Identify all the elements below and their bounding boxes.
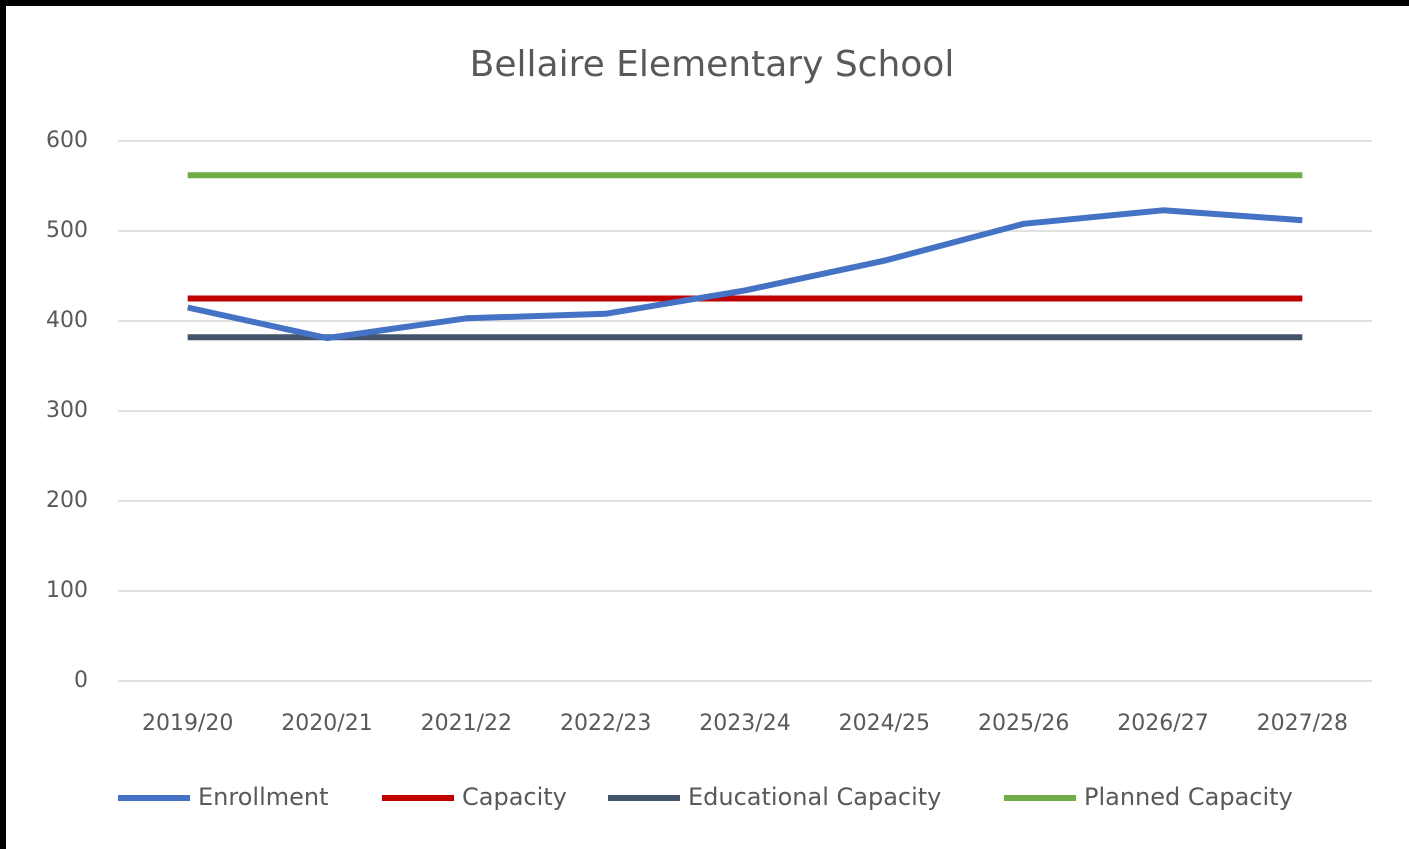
y-tick-label: 0 <box>74 668 88 693</box>
legend-label: Planned Capacity <box>1084 783 1293 811</box>
x-tick-label: 2024/25 <box>839 711 930 736</box>
legend-label: Educational Capacity <box>688 783 941 811</box>
line-series <box>187 207 1303 342</box>
x-tick-label: 2023/24 <box>699 711 790 736</box>
chart-background <box>6 6 1409 849</box>
x-tick-label: 2022/23 <box>560 711 651 736</box>
y-tick-label: 400 <box>46 308 88 333</box>
y-tick-label: 100 <box>46 578 88 603</box>
x-tick-label: 2019/20 <box>142 711 233 736</box>
x-tick-label: 2025/26 <box>978 711 1069 736</box>
y-tick-label: 600 <box>46 128 88 153</box>
y-tick-label: 200 <box>46 488 88 513</box>
x-tick-label: 2021/22 <box>421 711 512 736</box>
legend-label: Capacity <box>462 783 567 811</box>
legend-label: Enrollment <box>198 783 329 811</box>
x-tick-label: 2020/21 <box>281 711 372 736</box>
x-tick-label: 2027/28 <box>1257 711 1348 736</box>
y-tick-label: 500 <box>46 218 88 243</box>
chart-title: Bellaire Elementary School <box>470 44 955 85</box>
x-tick-label: 2026/27 <box>1117 711 1208 736</box>
y-tick-label: 300 <box>46 398 88 423</box>
